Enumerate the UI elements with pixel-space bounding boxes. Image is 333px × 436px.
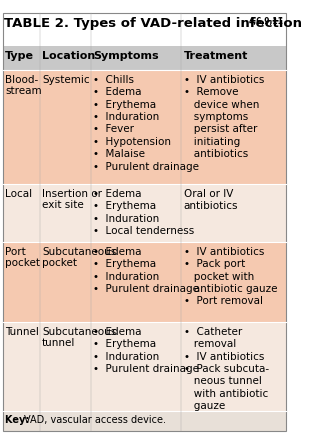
Text: •  Catheter
   removal
•  IV antibiotics
•  Pack subcuta-
   neous tunnel
   wit: • Catheter removal • IV antibiotics • Pa… (184, 327, 269, 411)
Text: •  IV antibiotics
•  Remove
   device when
   symptoms
   persist after
   initi: • IV antibiotics • Remove device when sy… (184, 75, 264, 159)
Bar (3, 46, 286, 70)
Text: Subcutaneous
tunnel: Subcutaneous tunnel (42, 327, 116, 348)
Text: Blood-
stream: Blood- stream (5, 75, 42, 96)
Text: 4,6,9,11: 4,6,9,11 (249, 17, 284, 27)
Text: Tunnel: Tunnel (5, 327, 39, 337)
Text: Oral or IV
antibiotics: Oral or IV antibiotics (184, 189, 238, 211)
Text: VAD, vascular access device.: VAD, vascular access device. (24, 415, 166, 425)
Text: Systemic: Systemic (42, 75, 90, 85)
Bar (3, 184, 286, 242)
Text: •  Edema
•  Erythema
•  Induration
•  Purulent drainage: • Edema • Erythema • Induration • Purule… (93, 247, 199, 294)
Bar (3, 13, 286, 46)
Bar (3, 412, 286, 431)
Text: Key:: Key: (5, 415, 33, 425)
Text: Location: Location (42, 51, 95, 61)
Text: Treatment: Treatment (184, 51, 248, 61)
Text: •  Chills
•  Edema
•  Erythema
•  Induration
•  Fever
•  Hypotension
•  Malaise
: • Chills • Edema • Erythema • Induration… (93, 75, 199, 172)
Text: Port
pocket: Port pocket (5, 247, 40, 269)
Bar (3, 70, 286, 184)
Text: Type: Type (5, 51, 34, 61)
Text: •  IV antibiotics
•  Pack port
   pocket with
   antibiotic gauze
•  Port remova: • IV antibiotics • Pack port pocket with… (184, 247, 277, 307)
Bar (3, 242, 286, 321)
Text: TABLE 2. Types of VAD-related infection: TABLE 2. Types of VAD-related infection (4, 17, 302, 31)
Bar (3, 321, 286, 412)
Text: Subcutaneous
pocket: Subcutaneous pocket (42, 247, 116, 269)
Text: Insertion or
exit site: Insertion or exit site (42, 189, 102, 211)
Text: Symptoms: Symptoms (93, 51, 159, 61)
Text: •  Edema
•  Erythema
•  Induration
•  Purulent drainage: • Edema • Erythema • Induration • Purule… (93, 327, 199, 374)
Text: •  Edema
•  Erythema
•  Induration
•  Local tenderness: • Edema • Erythema • Induration • Local … (93, 189, 194, 236)
Text: Local: Local (5, 189, 32, 199)
